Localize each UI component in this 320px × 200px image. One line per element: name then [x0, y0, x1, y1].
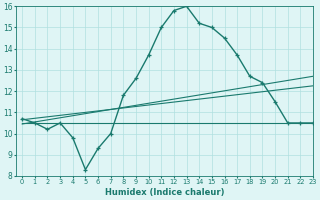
X-axis label: Humidex (Indice chaleur): Humidex (Indice chaleur) — [105, 188, 224, 197]
